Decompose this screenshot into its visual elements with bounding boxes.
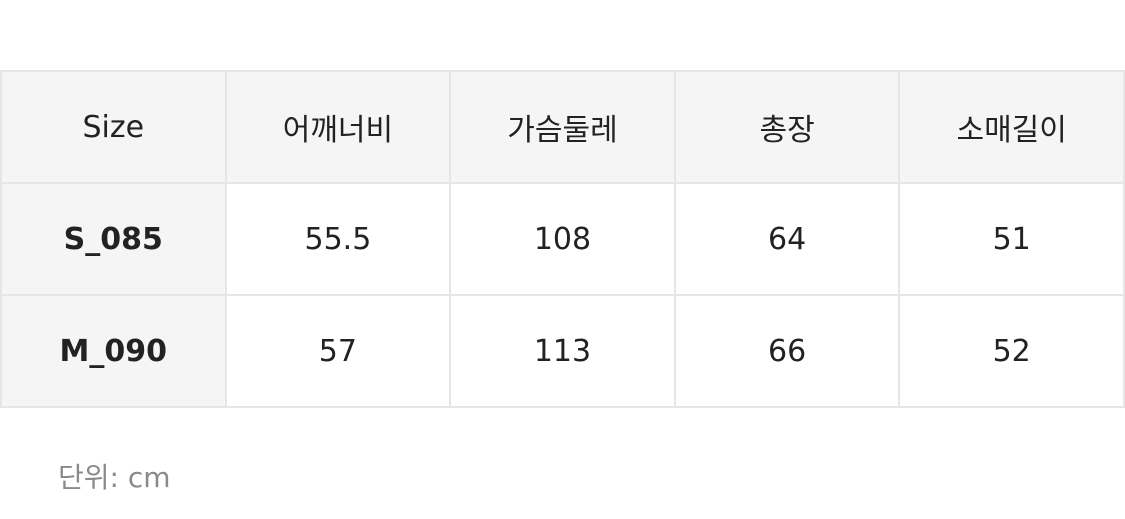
table-cell: 64 bbox=[673, 182, 901, 296]
size-cell: S_085 bbox=[0, 182, 227, 296]
table-cell: 113 bbox=[449, 294, 676, 408]
table-cell: 57 bbox=[224, 294, 452, 408]
header-shoulder: 어깨너비 bbox=[224, 70, 452, 184]
size-table: Size 어깨너비 가슴둘레 총장 소매길이 S_085 55.5 108 64… bbox=[0, 70, 1125, 408]
table-cell: 108 bbox=[449, 182, 676, 296]
table-row: S_085 55.5 108 64 51 bbox=[0, 182, 1125, 296]
header-row: Size 어깨너비 가슴둘레 총장 소매길이 bbox=[0, 70, 1125, 184]
table-cell: 55.5 bbox=[224, 182, 452, 296]
table-row: M_090 57 113 66 52 bbox=[0, 294, 1125, 408]
header-sleeve: 소매길이 bbox=[898, 70, 1125, 184]
table-cell: 66 bbox=[673, 294, 901, 408]
unit-note: 단위: cm bbox=[58, 461, 171, 494]
header-chest: 가슴둘레 bbox=[449, 70, 676, 184]
table-cell: 51 bbox=[898, 182, 1125, 296]
size-cell: M_090 bbox=[0, 294, 227, 408]
header-length: 총장 bbox=[673, 70, 901, 184]
header-size: Size bbox=[0, 70, 227, 184]
table-cell: 52 bbox=[898, 294, 1125, 408]
